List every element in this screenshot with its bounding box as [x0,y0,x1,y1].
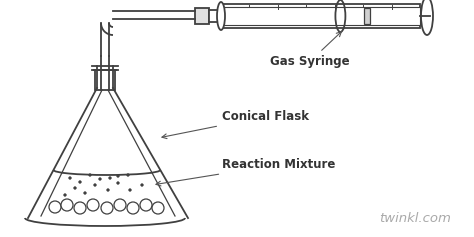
Bar [365,8,370,24]
Circle shape [73,187,76,189]
Circle shape [140,199,152,211]
Circle shape [128,189,131,191]
Circle shape [49,201,61,213]
Circle shape [93,184,96,186]
Circle shape [83,191,86,194]
Circle shape [141,184,144,186]
Text: Reaction Mixture: Reaction Mixture [156,158,336,186]
Circle shape [69,177,72,179]
Circle shape [99,178,101,180]
Circle shape [127,173,129,176]
Circle shape [87,199,99,211]
Text: Gas Syringe: Gas Syringe [270,32,350,68]
Circle shape [109,177,111,179]
Bar [221,7,420,25]
Circle shape [61,199,73,211]
Circle shape [107,189,109,191]
Bar [195,8,209,24]
Ellipse shape [421,0,433,35]
Text: Conical Flask: Conical Flask [162,110,309,139]
Circle shape [117,175,119,178]
Circle shape [89,173,91,176]
Circle shape [114,199,126,211]
Circle shape [101,202,113,214]
Circle shape [74,202,86,214]
Text: twinkl.com: twinkl.com [379,211,451,224]
Circle shape [117,182,119,184]
Bar [221,4,420,28]
Circle shape [127,202,139,214]
Circle shape [152,202,164,214]
Circle shape [64,194,66,196]
Circle shape [79,181,82,183]
Bar [95,70,115,90]
Bar [209,10,221,22]
Ellipse shape [217,2,225,30]
